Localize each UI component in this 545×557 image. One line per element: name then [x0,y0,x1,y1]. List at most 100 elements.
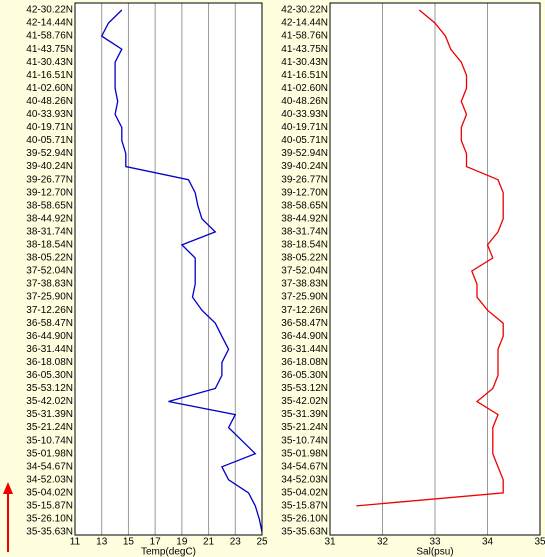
y-tick-label: 37-38.83N [26,279,73,290]
x-tick-label: 34 [482,537,494,548]
y-tick-label: 40-19.71N [26,122,73,133]
y-tick-label: 42-14.44N [26,18,73,29]
y-tick-label: 37-52.04N [26,266,73,277]
y-tick-label: 36-44.90N [26,331,73,342]
y-tick-label: 35-21.24N [26,422,73,433]
y-tick-label: 36-05.30N [26,370,73,381]
y-tick-label: 35-04.02N [281,487,328,498]
x-tick-label: 13 [96,537,108,548]
y-tick-label: 37-12.26N [26,305,73,316]
y-tick-label: 39-26.77N [281,174,328,185]
y-tick-label: 40-05.71N [281,135,328,146]
x-tick-label: 31 [324,537,336,548]
y-tick-label: 35-53.12N [26,383,73,394]
x-tick-label: 17 [150,537,162,548]
y-tick-label: 35-42.02N [26,396,73,407]
y-tick-label: 36-18.08N [26,357,73,368]
y-tick-label: 38-18.54N [281,240,328,251]
y-tick-label: 35-04.02N [26,487,73,498]
y-tick-label: 37-25.90N [281,292,328,303]
y-tick-label: 41-58.76N [26,31,73,42]
y-tick-label: 37-38.83N [281,279,328,290]
x-tick-label: 35 [534,537,545,548]
y-tick-label: 39-40.24N [26,161,73,172]
plot-area [75,3,262,535]
y-tick-label: 35-10.74N [26,435,73,446]
y-tick-label: 36-31.44N [281,344,328,355]
y-tick-label: 40-05.71N [26,135,73,146]
y-tick-label: 38-05.22N [26,253,73,264]
x-tick-label: 23 [230,537,242,548]
y-tick-label: 35-26.10N [26,514,73,525]
y-tick-label: 36-44.90N [281,331,328,342]
y-tick-label: 41-30.43N [26,57,73,68]
y-tick-label: 38-31.74N [281,226,328,237]
y-tick-label: 35-15.87N [26,501,73,512]
y-tick-label: 35-15.87N [281,501,328,512]
x-tick-label: 25 [256,537,268,548]
y-tick-label: 36-05.30N [281,370,328,381]
y-tick-label: 35-42.02N [281,396,328,407]
y-tick-label: 40-33.93N [281,109,328,120]
y-tick-label: 41-43.75N [281,44,328,55]
y-tick-label: 42-30.22N [281,5,328,16]
y-tick-label: 35-10.74N [281,435,328,446]
y-tick-label: 35-35.63N [26,527,73,538]
y-tick-label: 42-30.22N [26,5,73,16]
y-tick-label: 36-18.08N [281,357,328,368]
arrow [3,482,13,552]
y-tick-label: 34-52.03N [281,474,328,485]
y-tick-label: 37-25.90N [26,292,73,303]
y-tick-label: 38-58.65N [281,200,328,211]
y-tick-label: 35-31.39N [281,409,328,420]
y-tick-label: 41-58.76N [281,31,328,42]
y-tick-label: 41-02.60N [281,83,328,94]
x-axis-label: Temp(degC) [141,547,196,557]
plot-border [74,2,263,536]
y-tick-label: 41-30.43N [281,57,328,68]
y-tick-label: 34-54.67N [281,461,328,472]
data-line [356,9,504,507]
y-tick-label: 38-58.65N [26,200,73,211]
x-tick-label: 19 [176,537,188,548]
y-tick-label: 39-26.77N [26,174,73,185]
y-tick-label: 41-16.51N [281,70,328,81]
y-tick-label: 42-14.44N [281,18,328,29]
y-tick-label: 36-58.47N [26,318,73,329]
y-tick-label: 35-01.98N [281,448,328,459]
x-tick-label: 33 [429,537,441,548]
y-tick-label: 34-52.03N [26,474,73,485]
y-tick-label: 40-48.26N [281,96,328,107]
y-tick-label: 40-33.93N [26,109,73,120]
y-tick-label: 41-02.60N [26,83,73,94]
data-line [100,9,263,533]
x-tick-label: 11 [70,537,81,548]
y-tick-label: 39-52.94N [281,148,328,159]
y-tick-label: 38-31.74N [26,226,73,237]
y-tick-label: 34-54.67N [26,461,73,472]
y-tick-label: 35-31.39N [26,409,73,420]
y-tick-label: 38-44.92N [26,213,73,224]
y-tick-label: 39-12.70N [26,187,73,198]
y-tick-label: 39-12.70N [281,187,328,198]
y-tick-label: 39-52.94N [26,148,73,159]
plot-border [329,2,541,536]
y-tick-label: 35-21.24N [281,422,328,433]
y-tick-label: 41-16.51N [26,70,73,81]
y-tick-label: 35-01.98N [26,448,73,459]
y-tick-label: 36-31.44N [26,344,73,355]
y-tick-label: 37-12.26N [281,305,328,316]
x-tick-label: 32 [377,537,389,548]
y-tick-label: 40-48.26N [26,96,73,107]
y-tick-label: 39-40.24N [281,161,328,172]
y-tick-label: 38-44.92N [281,213,328,224]
x-axis-label: Sal(psu) [416,547,453,557]
y-tick-label: 40-19.71N [281,122,328,133]
y-tick-label: 35-53.12N [281,383,328,394]
y-tick-label: 38-05.22N [281,253,328,264]
x-tick-label: 21 [203,537,215,548]
y-tick-label: 36-58.47N [281,318,328,329]
y-tick-label: 38-18.54N [26,240,73,251]
y-tick-label: 37-52.04N [281,266,328,277]
